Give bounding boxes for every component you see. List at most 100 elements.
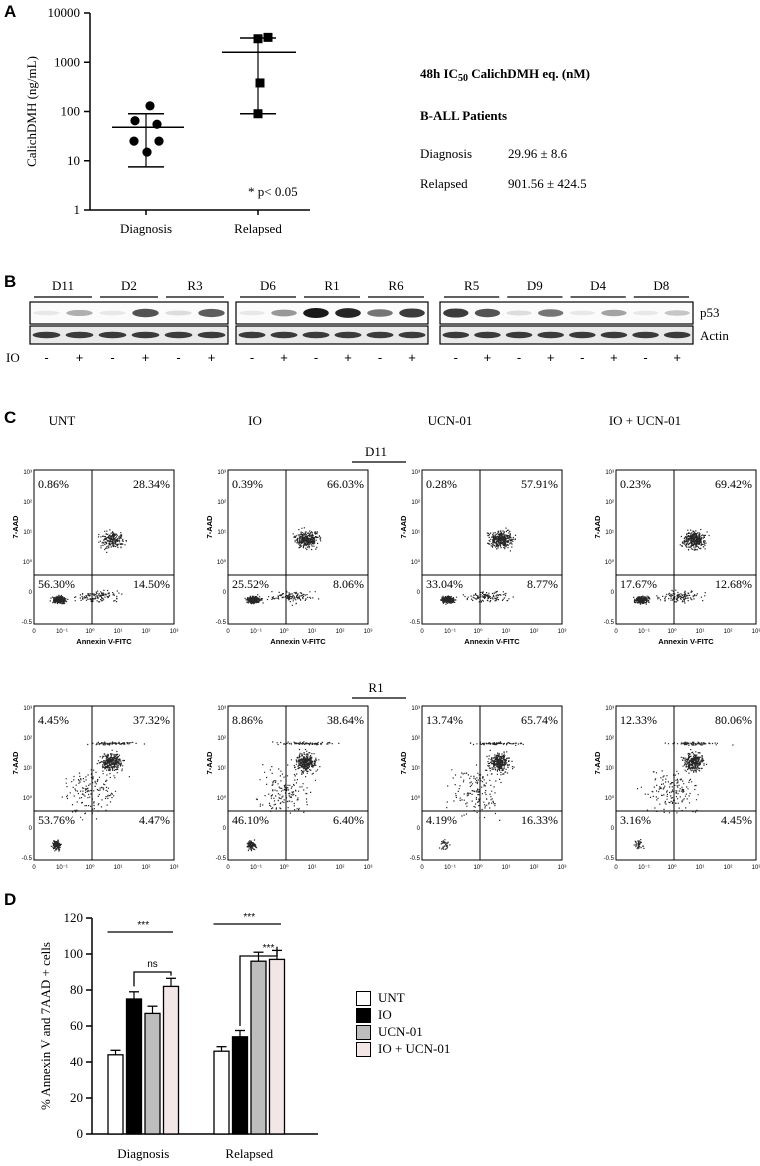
c-x-tick-label: 10³ xyxy=(558,629,567,635)
c-x-tick-label: 10⁻¹ xyxy=(250,629,262,635)
c-quadrant-lr: 4.47% xyxy=(139,813,170,827)
b-sample-label: D8 xyxy=(653,278,669,293)
c-quadrant-lr: 4.45% xyxy=(721,813,752,827)
c-quadrant-ur: 66.03% xyxy=(327,477,364,491)
b-actin-blot-frame xyxy=(235,325,429,345)
c-sample-label: R1 xyxy=(368,680,383,695)
ic50-table-subtitle: B-ALL Patients xyxy=(420,108,508,123)
c-y-tick-label: 0 xyxy=(611,590,615,596)
c-x-tick-label: 0 xyxy=(420,629,424,635)
c-x-tick-label: 10¹ xyxy=(114,629,123,635)
ic50-row-value-relapsed: 901.56 ± 424.5 xyxy=(508,176,587,191)
b-p53-band xyxy=(538,309,564,317)
d-bar xyxy=(213,1050,230,1135)
b-p53-band xyxy=(239,310,265,316)
c-event-dots xyxy=(244,527,322,606)
b-io-sign: + xyxy=(76,350,84,365)
b-p53-band xyxy=(198,308,225,318)
b-actin-band xyxy=(131,331,160,339)
d-y-tick-label: 100 xyxy=(64,946,84,961)
c-x-tick-label: 10¹ xyxy=(696,865,705,870)
a-y-tick-label: 100 xyxy=(61,104,81,119)
c-y-tick-label: 10¹ xyxy=(411,530,420,536)
panel-d-bar-chart: 0 20 40 60 80 100 120 % Annexin V and 7AAD + ce… xyxy=(38,910,318,1161)
c-y-tick-label: 10³ xyxy=(23,470,32,476)
b-sample-label: R3 xyxy=(187,278,202,293)
c-x-tick-label: 0 xyxy=(420,865,424,870)
legend-swatch-io xyxy=(356,1008,371,1023)
c-x-tick-label: 10³ xyxy=(170,629,179,635)
c-y-tick-label: -0.5 xyxy=(410,856,421,862)
c-y-tick-label: 10¹ xyxy=(217,766,226,772)
d-y-tick-label: 20 xyxy=(70,1090,83,1105)
b-io-sign: - xyxy=(454,350,458,365)
d-x-tick-label: Diagnosis xyxy=(117,1146,169,1161)
b-sample-label: D4 xyxy=(590,278,606,293)
c-condition-title: IO + UCN-01 xyxy=(609,413,681,428)
b-actin-band xyxy=(600,331,628,339)
b-io-sign: + xyxy=(610,350,618,365)
b-io-sign: - xyxy=(643,350,647,365)
c-x-tick-label: 10² xyxy=(142,865,151,870)
c-quadrant-ll: 3.16% xyxy=(620,813,651,827)
a-diagnosis-point xyxy=(130,116,140,126)
c-event-dots xyxy=(246,741,340,852)
c-quadrant-ll: 4.19% xyxy=(426,813,457,827)
c-y-tick-label: 10⁰ xyxy=(605,795,615,802)
d-y-tick-label: 0 xyxy=(77,1126,84,1141)
ic50-row-value-diagnosis: 29.96 ± 8.6 xyxy=(508,146,568,161)
a-relapsed-point xyxy=(263,32,273,42)
b-p53-band xyxy=(632,310,659,316)
c-quadrant-ll: 46.10% xyxy=(232,813,269,827)
c-x-tick-label: 10² xyxy=(142,629,151,635)
c-x-tick-label: 10³ xyxy=(364,865,373,870)
c-quadrant-lr: 8.77% xyxy=(527,577,558,591)
b-io-sign: + xyxy=(208,350,216,365)
c-plot-frame xyxy=(33,705,175,861)
c-x-tick-label: 10² xyxy=(724,865,733,870)
c-x-tick-label: 10³ xyxy=(364,629,373,635)
c-x-tick-label: 10¹ xyxy=(114,865,123,870)
b-p53-band xyxy=(399,308,425,318)
d-bar xyxy=(268,958,286,1135)
a-y-tick-label: 1 xyxy=(74,202,81,217)
b-actin-band xyxy=(98,331,127,339)
d-y-axis-label: % Annexin V and 7AAD + cells xyxy=(38,942,53,1110)
c-x-tick-label: 10⁰ xyxy=(85,864,95,870)
b-io-sign: + xyxy=(142,350,150,365)
c-quadrant-ul: 13.74% xyxy=(426,713,463,727)
a-y-tick-label: 10000 xyxy=(48,5,81,20)
c-y-tick-label: 10² xyxy=(217,736,226,742)
c-quadrant-ul: 12.33% xyxy=(620,713,657,727)
d-bar xyxy=(144,1012,161,1135)
c-quadrant-ul: 0.86% xyxy=(38,477,69,491)
b-p53-blot-frame xyxy=(235,301,429,325)
d-y-tick-label: 60 xyxy=(70,1018,83,1033)
b-sample-label: R6 xyxy=(388,278,404,293)
c-x-tick-label: 10¹ xyxy=(502,629,511,635)
b-actin-band xyxy=(474,331,501,339)
c-x-tick-label: 10² xyxy=(336,865,345,870)
c-x-tick-label: 10⁰ xyxy=(279,864,289,870)
c-x-tick-label: 10⁻¹ xyxy=(444,629,456,635)
c-quadrant-ul: 0.23% xyxy=(620,477,651,491)
b-io-sign: - xyxy=(250,350,254,365)
d-y-tick-label: 40 xyxy=(70,1054,83,1069)
c-y-tick-label: 10⁰ xyxy=(23,795,33,802)
c-x-tick-label: 10² xyxy=(530,865,539,870)
b-actin-band xyxy=(302,331,330,339)
c-quadrant-ur: 65.74% xyxy=(521,713,558,727)
c-plot-frame xyxy=(227,705,369,861)
c-x-axis-label: Annexin V-FITC xyxy=(76,637,132,646)
b-io-sign: + xyxy=(344,350,352,365)
c-x-tick-label: 10⁰ xyxy=(473,864,483,870)
c-x-tick-label: 10¹ xyxy=(502,865,511,870)
b-actin-band xyxy=(537,331,564,339)
legend-swatch-ucn01 xyxy=(356,1025,371,1040)
c-y-tick-label: 10² xyxy=(411,500,420,506)
c-y-tick-label: 0 xyxy=(223,590,227,596)
panel-b-western-blot: D11 D2 R3 - + - + - + D6 R1 R6 - + - + - + R5 D9 D4 D8 - + - + - + -… xyxy=(6,278,729,365)
b-io-sign: - xyxy=(176,350,180,365)
b-io-sign: + xyxy=(408,350,416,365)
c-y-tick-label: 10³ xyxy=(217,706,226,712)
